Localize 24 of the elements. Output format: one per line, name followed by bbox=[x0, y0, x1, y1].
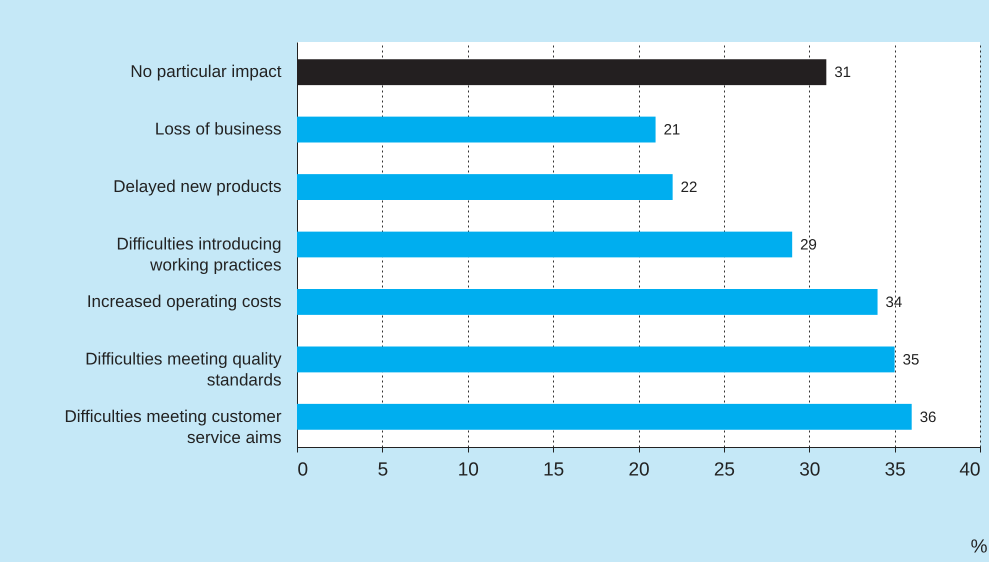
data-label: 34 bbox=[886, 294, 902, 311]
x-tick-label: 20 bbox=[628, 460, 650, 480]
data-label: 31 bbox=[834, 64, 852, 82]
y-tick-label: Increased operating costs bbox=[86, 292, 282, 311]
data-label: 21 bbox=[664, 122, 680, 139]
x-tick-label: 15 bbox=[543, 460, 564, 480]
x-axis-title: % bbox=[970, 536, 988, 558]
data-label: 22 bbox=[680, 179, 698, 196]
x-tick-label: 0 bbox=[298, 460, 308, 480]
x-tick-label: 35 bbox=[884, 460, 906, 480]
data-label: 36 bbox=[920, 408, 936, 426]
x-tick-label: 30 bbox=[799, 460, 820, 480]
y-tick-label: Delayed new products bbox=[113, 177, 282, 196]
y-tick-label: No particular impact bbox=[130, 62, 282, 82]
x-tick-label: 5 bbox=[378, 460, 388, 480]
x-tick-label: 40 bbox=[959, 460, 980, 480]
y-tick-label: Loss of business bbox=[154, 120, 282, 139]
data-label: 29 bbox=[800, 236, 817, 254]
x-tick-label: 25 bbox=[714, 460, 735, 480]
x-tick-label: 10 bbox=[458, 460, 479, 480]
y-tick-label: Difficulties introducing working practices bbox=[116, 234, 282, 274]
y-tick-label: Difficulties meeting quality standards bbox=[85, 349, 282, 390]
y-tick-label: Difficulties meeting customer service aims bbox=[64, 406, 282, 447]
data-label: 35 bbox=[902, 351, 920, 368]
